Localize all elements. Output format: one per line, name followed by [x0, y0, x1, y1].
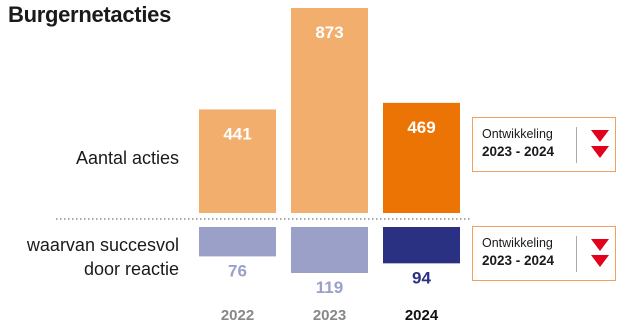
row-label-bottom-line2: door reactie: [83, 259, 179, 279]
chart-title: Burgernetacties: [8, 2, 172, 27]
development-period: 2023 - 2024: [482, 253, 555, 268]
bar-total-2022: [199, 109, 276, 213]
year-label-2023: 2023: [313, 307, 346, 324]
down-arrow-icon: [591, 146, 609, 158]
value-label-successful-2024: 94: [412, 268, 431, 287]
value-label-total-2022: 441: [223, 124, 251, 143]
bar-successful-2022: [199, 227, 276, 257]
development-label: Ontwikkeling: [482, 236, 553, 250]
development-separator: [576, 236, 577, 272]
down-arrow-icon: [591, 255, 609, 267]
bar-total-2024: [383, 102, 460, 213]
year-label-2024: 2024: [405, 307, 439, 324]
row-label-bottom-line1: waarvan succesvol: [26, 235, 179, 255]
bar-total-2023: [291, 8, 368, 213]
down-arrow-icon: [591, 239, 609, 251]
year-label-2022: 2022: [221, 307, 254, 324]
development-period: 2023 - 2024: [482, 144, 555, 159]
value-label-total-2023: 873: [315, 23, 343, 42]
down-arrow-icon: [591, 130, 609, 142]
bar-successful-2023: [291, 227, 368, 273]
value-label-successful-2023: 119: [316, 278, 343, 297]
value-label-successful-2022: 76: [228, 261, 247, 280]
development-box-total: Ontwikkeling 2023 - 2024: [472, 117, 616, 172]
row-label-top-text: Aantal acties: [75, 148, 179, 168]
development-label: Ontwikkeling: [482, 127, 553, 141]
development-box-successful: Ontwikkeling 2023 - 2024: [472, 226, 616, 281]
row-label-total-actions: Aantal acties: [76, 146, 179, 170]
row-label-successful: waarvan succesvol door reactie: [27, 233, 179, 281]
bar-successful-2024: [383, 227, 460, 264]
development-separator: [576, 127, 577, 163]
value-label-total-2024: 469: [407, 118, 435, 137]
